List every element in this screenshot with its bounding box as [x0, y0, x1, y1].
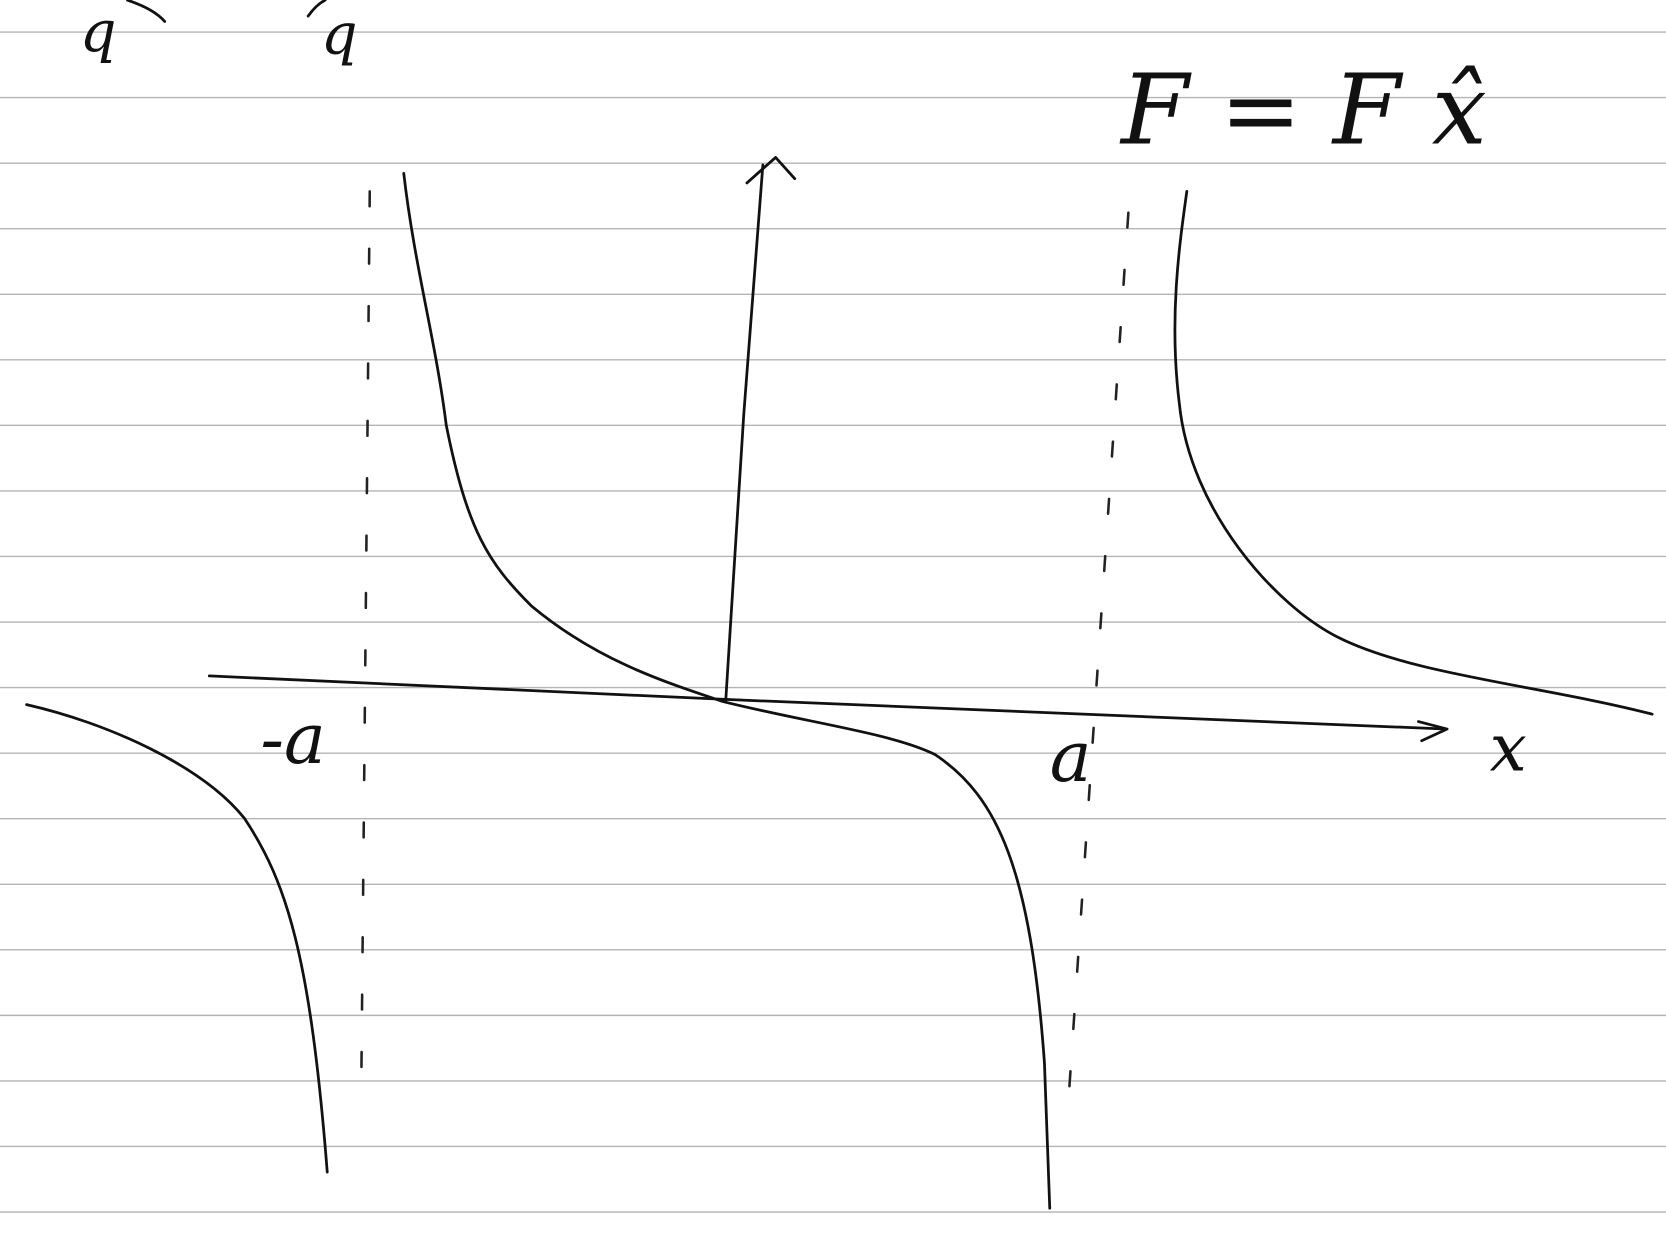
x-axis	[207, 674, 1447, 731]
charge-stroke	[126, 0, 167, 23]
force-label: F = F x̂	[1119, 54, 1487, 168]
ruled-lines	[0, 31, 1666, 1213]
y-axis	[724, 163, 765, 703]
axis-label: -a	[260, 698, 326, 780]
x-arrowhead	[1417, 720, 1449, 743]
curve-left	[25, 703, 329, 1174]
curve-middle	[402, 171, 1052, 1210]
axis-label: x	[1490, 709, 1527, 786]
asymptote-left	[359, 190, 372, 1091]
axis-label: a	[1050, 716, 1092, 798]
curve-right	[1173, 190, 1654, 716]
asymptote-right	[1066, 211, 1130, 1112]
charge-label: q	[80, 0, 117, 65]
charge-stroke	[306, 0, 327, 18]
charge-label: q	[321, 0, 358, 67]
force-arrowhead	[745, 156, 797, 185]
